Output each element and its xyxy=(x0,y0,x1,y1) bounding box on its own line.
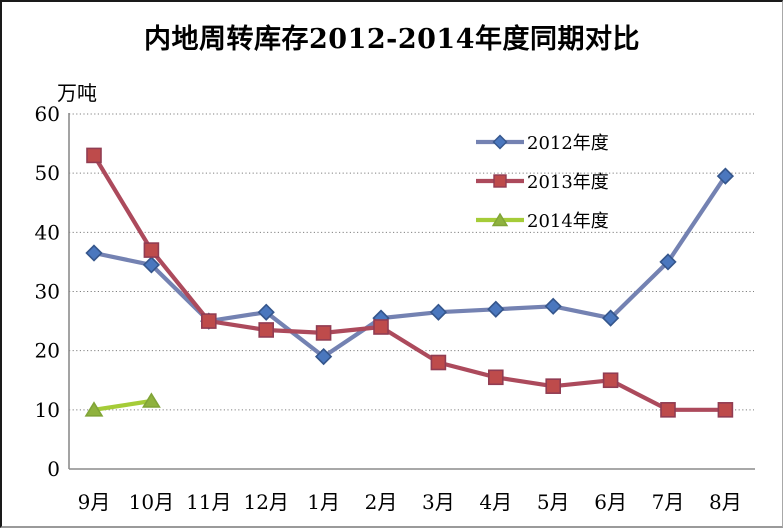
x-tick-label: 10月 xyxy=(129,490,174,514)
legend-entry-2014: 2014年度 xyxy=(476,209,609,232)
legend-swatch-2012 xyxy=(476,134,524,150)
y-tick-label: 40 xyxy=(35,220,60,244)
legend-label-2012: 2012年度 xyxy=(527,133,609,154)
y-tick-label: 60 xyxy=(35,102,60,126)
legend-swatch-2013 xyxy=(476,174,524,188)
marker-diamond xyxy=(544,297,562,315)
marker-diamond xyxy=(659,253,677,271)
marker-square xyxy=(201,313,217,329)
y-tick-label: 10 xyxy=(35,398,60,422)
series-line-1 xyxy=(91,153,728,412)
x-tick-label: 8月 xyxy=(709,490,742,514)
y-tick-label: 30 xyxy=(35,280,60,304)
x-tick-label: 12月 xyxy=(243,490,288,514)
marker-square xyxy=(86,147,102,164)
marker-diamond xyxy=(314,347,333,366)
legend-marker-diamond xyxy=(492,134,508,150)
x-tick-label: 4月 xyxy=(479,490,512,514)
y-axis-unit-label: 万吨 xyxy=(57,81,97,105)
marker-triangle xyxy=(84,401,104,417)
legend-entry-2013: 2013年度 xyxy=(476,170,609,193)
marker-square xyxy=(545,378,562,394)
x-tick-label: 6月 xyxy=(594,490,627,514)
y-tick-label: 20 xyxy=(35,339,60,363)
marker-diamond xyxy=(142,256,161,274)
x-tick-label: 1月 xyxy=(307,490,340,514)
chart-legend: 2012年度 2013年度 2014年度 xyxy=(476,131,609,248)
series-line-2 xyxy=(91,398,154,412)
chart-title: 内地周转库存2012-2014年度同期对比 xyxy=(144,24,640,55)
marker-diamond xyxy=(487,300,505,318)
marker-square xyxy=(660,402,676,418)
marker-diamond xyxy=(429,303,448,321)
marker-square xyxy=(602,372,619,389)
legend-marker-square xyxy=(493,174,507,188)
marker-square xyxy=(258,322,275,338)
legend-label-2014: 2014年度 xyxy=(527,211,609,232)
x-tick-label: 7月 xyxy=(652,490,685,514)
marker-square xyxy=(143,242,160,258)
x-tick-label: 2月 xyxy=(365,490,398,514)
y-tick-label: 0 xyxy=(47,457,60,481)
legend-swatch-2014 xyxy=(476,212,524,227)
marker-square xyxy=(487,369,504,386)
x-tick-label: 3月 xyxy=(422,490,455,514)
marker-diamond xyxy=(601,309,620,327)
legend-label-2013: 2013年度 xyxy=(527,172,609,193)
legend-marker-triangle xyxy=(491,212,509,227)
marker-diamond xyxy=(716,167,735,185)
x-tick-label: 5月 xyxy=(537,490,570,514)
marker-triangle xyxy=(141,392,161,408)
x-tick-label: 9月 xyxy=(78,490,111,514)
y-tick-label: 50 xyxy=(35,161,60,185)
x-tick-label: 11月 xyxy=(186,490,231,514)
marker-square xyxy=(430,354,447,371)
marker-square xyxy=(315,325,332,341)
marker-diamond xyxy=(257,303,275,321)
legend-entry-2012: 2012年度 xyxy=(476,131,609,154)
series-line-0 xyxy=(91,174,728,359)
marker-square xyxy=(717,402,734,418)
marker-square xyxy=(373,319,389,335)
marker-diamond xyxy=(85,244,103,262)
